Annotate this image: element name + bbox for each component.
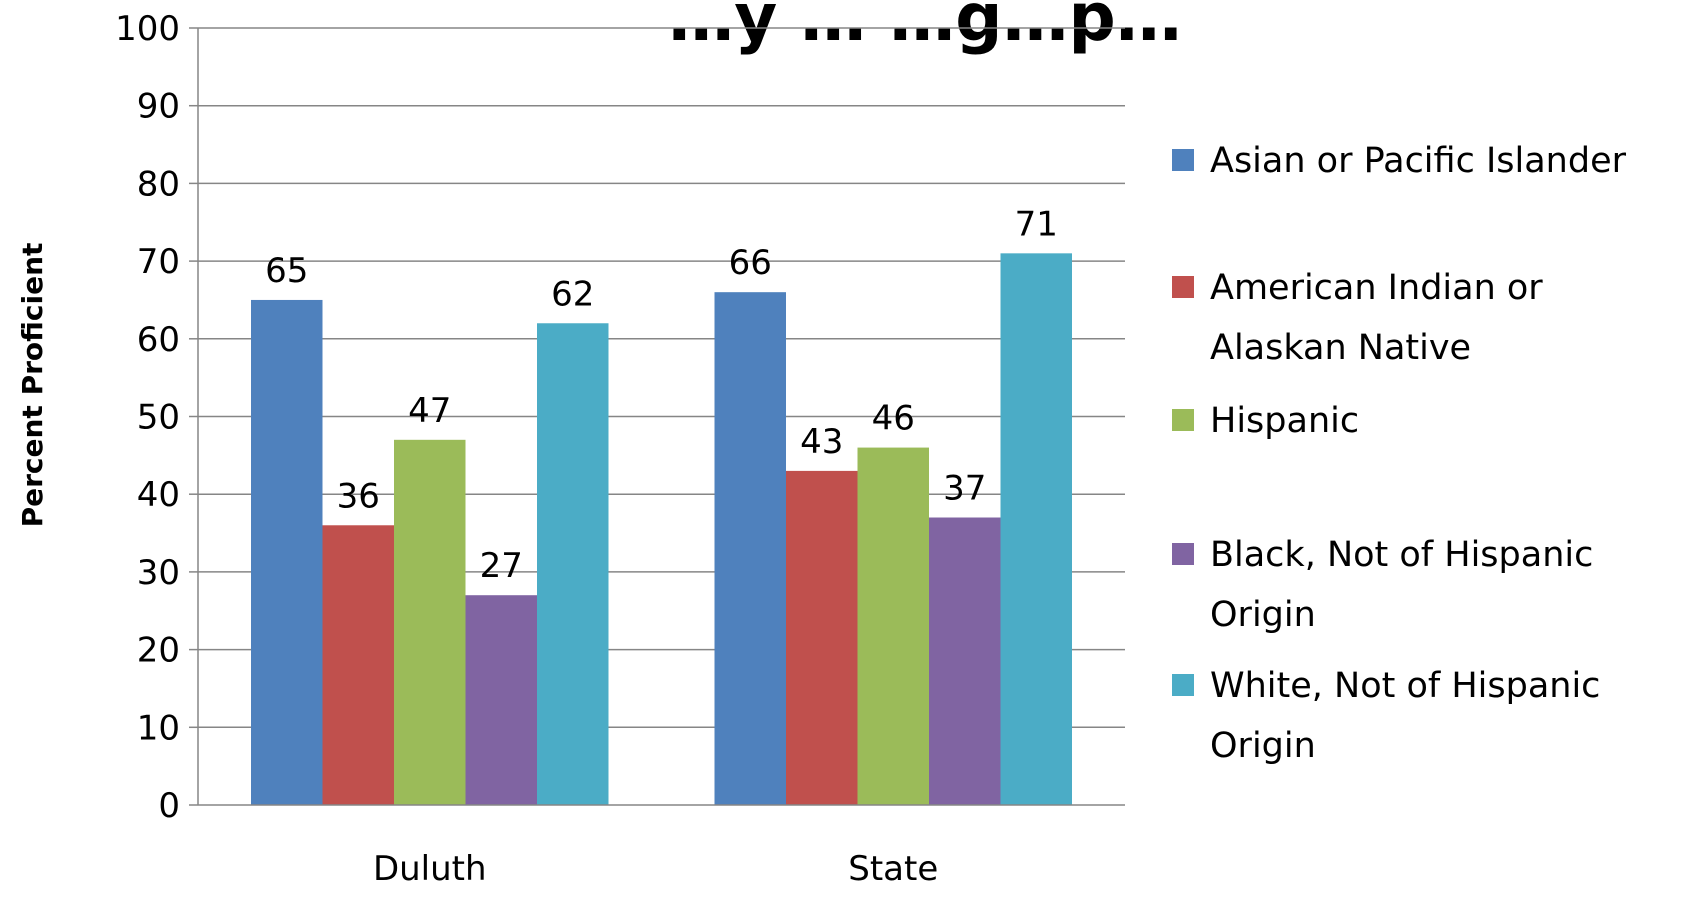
y-tick-label: 20 [137, 631, 180, 671]
data-label: 36 [337, 476, 380, 516]
y-tick-label: 60 [137, 320, 180, 360]
y-axis-label: Percent Proficient [16, 243, 49, 528]
x-category-label: Duluth [373, 849, 487, 889]
bar [786, 470, 858, 805]
y-tick-label: 40 [137, 475, 180, 515]
legend-swatch [1172, 674, 1194, 696]
y-tick-label: 70 [137, 242, 180, 282]
y-tick-label: 0 [158, 786, 180, 826]
bar [929, 517, 1001, 805]
y-tick-label: 100 [115, 9, 180, 49]
legend-label: Origin [1210, 595, 1316, 635]
legend-label: Hispanic [1210, 401, 1359, 441]
legend-label: American Indian or [1210, 268, 1543, 308]
bar [1000, 253, 1072, 805]
legend-label: Black, Not of Hispanic [1210, 535, 1593, 575]
y-tick-label: 30 [137, 553, 180, 593]
legend-swatch [1172, 149, 1194, 171]
bar [714, 292, 786, 805]
data-label: 47 [408, 391, 451, 431]
data-label: 65 [265, 251, 308, 291]
data-label: 27 [480, 546, 523, 586]
x-category-label: State [848, 849, 938, 889]
legend-label: Origin [1210, 726, 1316, 766]
legend-label: Alaskan Native [1210, 328, 1471, 368]
data-label: 62 [551, 274, 594, 314]
y-tick-label: 10 [137, 708, 180, 748]
legend-swatch [1172, 543, 1194, 565]
bar [465, 595, 537, 805]
y-tick-label: 50 [137, 398, 180, 438]
axes: 0 10 20 30 40 50 60 70 80 90 100 Duluth State [115, 9, 1125, 889]
bar [857, 447, 929, 805]
bars [251, 253, 1072, 805]
bar [394, 439, 466, 805]
legend-swatch [1172, 409, 1194, 431]
data-label: 37 [943, 469, 986, 509]
data-label: 71 [1015, 204, 1058, 244]
data-labels: 65 36 47 27 62 66 43 46 37 71 [265, 204, 1058, 586]
y-axis-label-group: Percent Proficient [16, 243, 49, 528]
data-label: 46 [872, 399, 915, 439]
data-label: 43 [800, 422, 843, 462]
y-tick-label: 90 [137, 87, 180, 127]
y-tick-label: 80 [137, 164, 180, 204]
legend-label: Asian or Pacific Islander [1210, 141, 1627, 181]
data-label: 66 [729, 243, 772, 283]
bar [322, 525, 394, 805]
legend-swatch [1172, 276, 1194, 298]
legend: Asian or Pacific Islander American Indian… [1172, 141, 1627, 766]
legend-label: White, Not of Hispanic [1210, 666, 1600, 706]
bar [251, 299, 323, 805]
bar [537, 323, 609, 805]
